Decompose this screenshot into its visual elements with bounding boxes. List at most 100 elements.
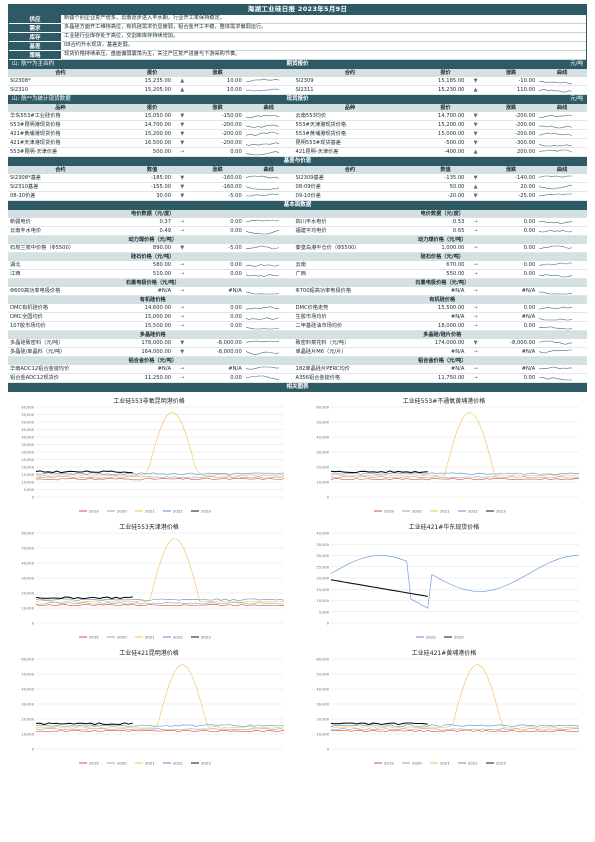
row-name-right: 553#天津港现货价格 xyxy=(293,120,407,130)
row-value-left: 178,000.00 xyxy=(112,339,174,348)
price-chart: 工业硅553天津港价格 60,000 50,000 40,000 30,000 20,00… xyxy=(10,521,291,643)
trend-arrow-icon: → xyxy=(466,287,485,296)
sparkline-chart xyxy=(539,184,573,189)
sparkline-line xyxy=(245,193,279,196)
row-change-right: 0.00 xyxy=(484,304,538,313)
row-change-right: -140.00 xyxy=(484,174,538,183)
series-line-2021 xyxy=(35,412,285,477)
row-name-left: 421#天津港现货价格 xyxy=(8,138,113,148)
row-value-left: 15,200.00 xyxy=(112,129,174,139)
sparkline-left xyxy=(243,321,294,331)
price-chart: 工业硅421昆明港价格 60,000 50,000 40,000 30,000 20,00… xyxy=(10,647,291,769)
row-name-left: SI2310 xyxy=(8,85,113,95)
basis-column-header: 合约 数值 涨跌 曲线 合约 数值 涨跌 曲线 xyxy=(8,166,587,174)
row-change-left: #N/A xyxy=(191,365,244,374)
trend-arrow-icon: → xyxy=(466,269,485,279)
sparkline-line xyxy=(539,376,573,380)
row-change-left: -5.00 xyxy=(191,244,244,253)
charts-section-header: 相关图表 xyxy=(8,383,587,392)
trend-arrow-icon: → xyxy=(466,304,485,313)
sparkline-chart xyxy=(539,193,573,196)
row-value-right: -135.00 xyxy=(406,174,467,183)
sparkline-left xyxy=(243,129,294,139)
series-line-2019 xyxy=(35,477,285,481)
sparkline-line xyxy=(245,114,279,118)
sparkline-line xyxy=(245,88,279,91)
row-name-left: 云南丰水电价 xyxy=(8,226,113,236)
row-value-left: 15,050.00 xyxy=(112,112,174,121)
table-row: 江西 510.00 → 0.00 广西 550.00 → 0.00 xyxy=(8,269,587,279)
row-value-right: #N/A xyxy=(406,365,467,374)
row-name-left: 107胶市场均价 xyxy=(8,321,113,331)
row-name-left: 553#昆明港现货价格 xyxy=(8,120,113,130)
sparkline-line xyxy=(539,114,573,118)
row-change-left: -160.00 xyxy=(191,182,244,192)
sparkline-left xyxy=(243,182,294,192)
group-title-left: 有机硅价格 xyxy=(139,297,166,303)
sparkline-line xyxy=(539,229,573,232)
y-tick-label: 40,000 xyxy=(21,688,34,692)
row-change-right: 20.00 xyxy=(484,182,538,192)
spot-header: 山: 航**为统计现货数据 现货报价 元/吨 xyxy=(8,95,587,104)
chart-title: 工业硅421昆明港价格 xyxy=(119,649,178,657)
sparkline-left xyxy=(243,312,294,322)
column-header: 曲线 xyxy=(263,105,274,111)
sparkline-chart xyxy=(245,88,279,91)
row-change-left: 10.00 xyxy=(191,77,244,86)
sparkline-chart xyxy=(245,366,279,370)
sparkline-left xyxy=(243,120,294,130)
y-tick-label: 20,000 xyxy=(21,718,34,722)
column-header: 合约 xyxy=(344,167,356,173)
row-name-right: 182单晶硅片PERC均价 xyxy=(293,365,407,374)
row-value-left: 890.00 xyxy=(112,244,174,253)
sparkline-right xyxy=(537,347,587,357)
sparkline-chart xyxy=(539,132,573,136)
row-value-right: 15,500.00 xyxy=(406,304,467,313)
row-name-right: 单晶硅片M6（元/片） xyxy=(293,347,407,357)
table-row: 铝合金ADC12现货价 11,250.00 → 0.00 A356铝合金锭价格 11,75… xyxy=(8,373,587,383)
row-name-left: SI2308* xyxy=(8,77,113,86)
row-name-left: SI2308*基差 xyxy=(8,174,113,183)
spot-unit: 元/吨 xyxy=(570,96,583,102)
table-row: 421#黄埔港现货价格 15,200.00 ▼ -200.00 553#黄埔港现货价格 1… xyxy=(8,129,587,139)
sparkline-chart xyxy=(539,229,573,232)
row-name-right: DMC价格走势 xyxy=(293,304,407,313)
y-tick-label: 25,000 xyxy=(21,458,34,462)
trend-arrow-icon: ▲ xyxy=(466,182,485,192)
row-value-right: 14,700.00 xyxy=(406,112,467,121)
row-name-left: 多晶硅/单晶料（元/吨） xyxy=(8,347,113,357)
sparkline-chart xyxy=(245,273,279,277)
row-change-left: 0.00 xyxy=(191,261,244,270)
row-change-left: 0.00 xyxy=(191,269,244,279)
trend-arrow-icon: ▼ xyxy=(466,77,485,86)
summary-text: 08合约升水现货，基差走弱。 xyxy=(61,42,586,51)
legend-label: 2023 xyxy=(496,509,506,514)
chart-title: 工业硅553非氧昆明港价格 xyxy=(113,397,184,405)
y-tick-label: 10,000 xyxy=(316,481,329,485)
sparkline-chart xyxy=(245,141,279,146)
series-line-2022 xyxy=(330,724,579,727)
row-name-right: SI2311 xyxy=(293,85,407,95)
group-title-right: 铝合金价格（元/吨） xyxy=(417,358,467,364)
chart-svg: 工业硅421#华东现货价格 40,000 35,000 30,000 25,000 20,… xyxy=(316,523,579,640)
table-row: 华东553#工业硅价格 15,050.00 ▼ -150.00 云南553均价 14,70… xyxy=(8,112,587,121)
sparkline-chart xyxy=(539,366,573,369)
series-line-2023 xyxy=(35,596,133,600)
trend-arrow-icon: → xyxy=(466,347,485,357)
sparkline-chart xyxy=(539,125,573,128)
row-value-right: #N/A xyxy=(406,287,467,296)
fundamentals-table: 新疆电价 0.37 → 0.00 四川丰水电价 0.53 → 0.00 云南丰水电价 0.49 → 0… xyxy=(8,218,587,236)
row-name-right: 云南 xyxy=(293,261,407,270)
row-value-left: 30.00 xyxy=(112,191,174,201)
trend-arrow-icon: → xyxy=(466,373,485,383)
table-row: SI2308* 15,235.00 ▲ 10.00 SI2309 15,185.00 ▼ -1… xyxy=(8,77,587,86)
futures-header: 山: 航**为主合约 期货报价 元/吨 xyxy=(8,60,587,69)
group-title-right: 多晶硅/硅片价格 xyxy=(423,332,462,338)
sparkline-left xyxy=(243,339,294,348)
sparkline-line xyxy=(245,245,279,249)
sparkline-line xyxy=(245,375,279,380)
sparkline-chart xyxy=(245,263,279,267)
sparkline-right xyxy=(537,191,587,201)
trend-arrow-icon: ▲ xyxy=(173,77,192,86)
legend-label: 2021 xyxy=(440,761,450,766)
